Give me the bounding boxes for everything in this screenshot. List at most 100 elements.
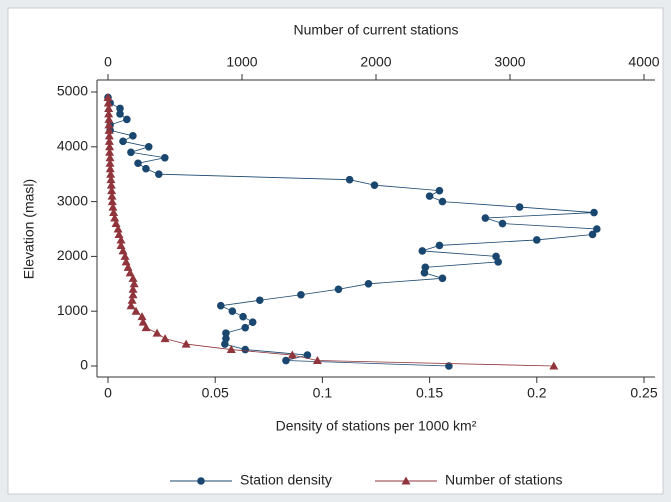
triangle-marker [104,131,114,140]
circle-marker [161,153,169,162]
top-tick-label: 4000 [628,54,659,70]
circle-marker [364,280,373,288]
triangle-marker [105,147,115,156]
triangle-marker [104,136,114,145]
circle-marker [435,241,444,250]
triangle-marker [287,350,297,359]
triangle-marker [137,312,147,321]
triangle-marker [226,345,236,354]
triangle-marker [107,191,117,200]
circle-marker [533,236,541,244]
triangle-marker [120,251,130,260]
circle-marker [421,263,430,272]
triangle-marker [123,262,133,271]
top-tick-label: 0 [104,54,112,70]
triangle-marker [104,103,114,112]
chart-panel [7,7,664,495]
circle-marker [129,132,137,140]
circle-marker [588,230,597,239]
circle-marker [590,208,598,217]
circle-marker [425,192,434,200]
triangle-marker [106,175,116,184]
circle-marker [248,318,257,326]
circle-marker [119,137,127,146]
circle-marker [241,345,250,354]
y-axis-title: Elevation (masl) [21,179,37,279]
circle-marker [255,296,264,305]
y-tick-label: 3000 [57,192,88,208]
circle-marker [123,115,131,124]
circle-marker [282,356,290,365]
triangle-marker [106,180,116,189]
triangle-marker [125,268,135,277]
circle-marker [155,170,163,178]
circle-marker [370,181,379,189]
triangle-marker [104,125,114,134]
legend-label: Number of stations [445,472,563,488]
x-tick-label: 0.05 [202,385,229,401]
triangle-marker [160,334,170,343]
circle-marker [303,351,312,359]
triangle-marker [105,142,115,151]
triangle-marker [103,98,113,107]
triangle-marker [111,219,121,228]
triangle-marker [126,301,136,310]
circle-marker [418,247,427,255]
circle-marker [144,143,153,151]
triangle-marker [549,361,559,370]
triangle-marker [121,257,131,266]
triangle-marker [128,273,138,282]
x-tick-label: 0 [104,385,112,401]
y-tick-label: 2000 [57,247,88,263]
triangle-marker [104,109,114,118]
triangle-marker [141,323,151,332]
circle-marker [297,290,305,299]
circle-marker [435,186,444,195]
top-axis-title: Number of current stations [294,22,459,38]
circle-marker [345,175,354,184]
top-tick-label: 1000 [226,54,257,70]
triangle-marker [116,235,126,244]
triangle-marker [109,208,119,217]
circle-marker [239,312,247,321]
triangle-marker [128,284,138,293]
triangle-marker [104,120,114,129]
y-tick-label: 1000 [57,302,88,318]
circle-marker [334,285,343,294]
x-tick-label: 0.1 [313,385,333,401]
y-tick-label: 4000 [57,138,88,154]
circle-marker [134,159,142,168]
triangle-marker [114,229,124,238]
triangle-marker [103,92,113,101]
triangle-marker [104,114,114,123]
triangle-marker [312,356,322,365]
y-tick-label: 5000 [57,83,88,99]
triangle-marker [127,295,137,304]
top-tick-label: 3000 [494,54,525,70]
triangle-marker [131,306,141,315]
circle-marker [228,307,237,316]
triangle-marker [107,186,117,195]
triangle-marker [106,169,116,178]
circle-marker [492,252,500,261]
triangle-marker [113,224,123,233]
circle-marker [222,329,230,337]
circle-marker [116,110,124,118]
triangle-marker [105,164,115,173]
triangle-marker [138,317,148,326]
triangle-marker [128,290,138,299]
triangle-marker [107,197,117,206]
triangle-marker [108,202,118,211]
circle-marker [127,148,135,157]
circle-marker [515,203,524,211]
x-axis-title: Density of stations per 1000 km² [276,418,477,434]
x-tick-label: 0.25 [630,385,657,401]
circle-marker [438,274,447,283]
triangle-marker [105,158,115,167]
circle-marker [222,334,230,343]
triangle-marker [401,476,411,485]
top-tick-label: 2000 [360,54,391,70]
circle-marker [593,225,601,233]
triangle-marker [152,328,162,337]
